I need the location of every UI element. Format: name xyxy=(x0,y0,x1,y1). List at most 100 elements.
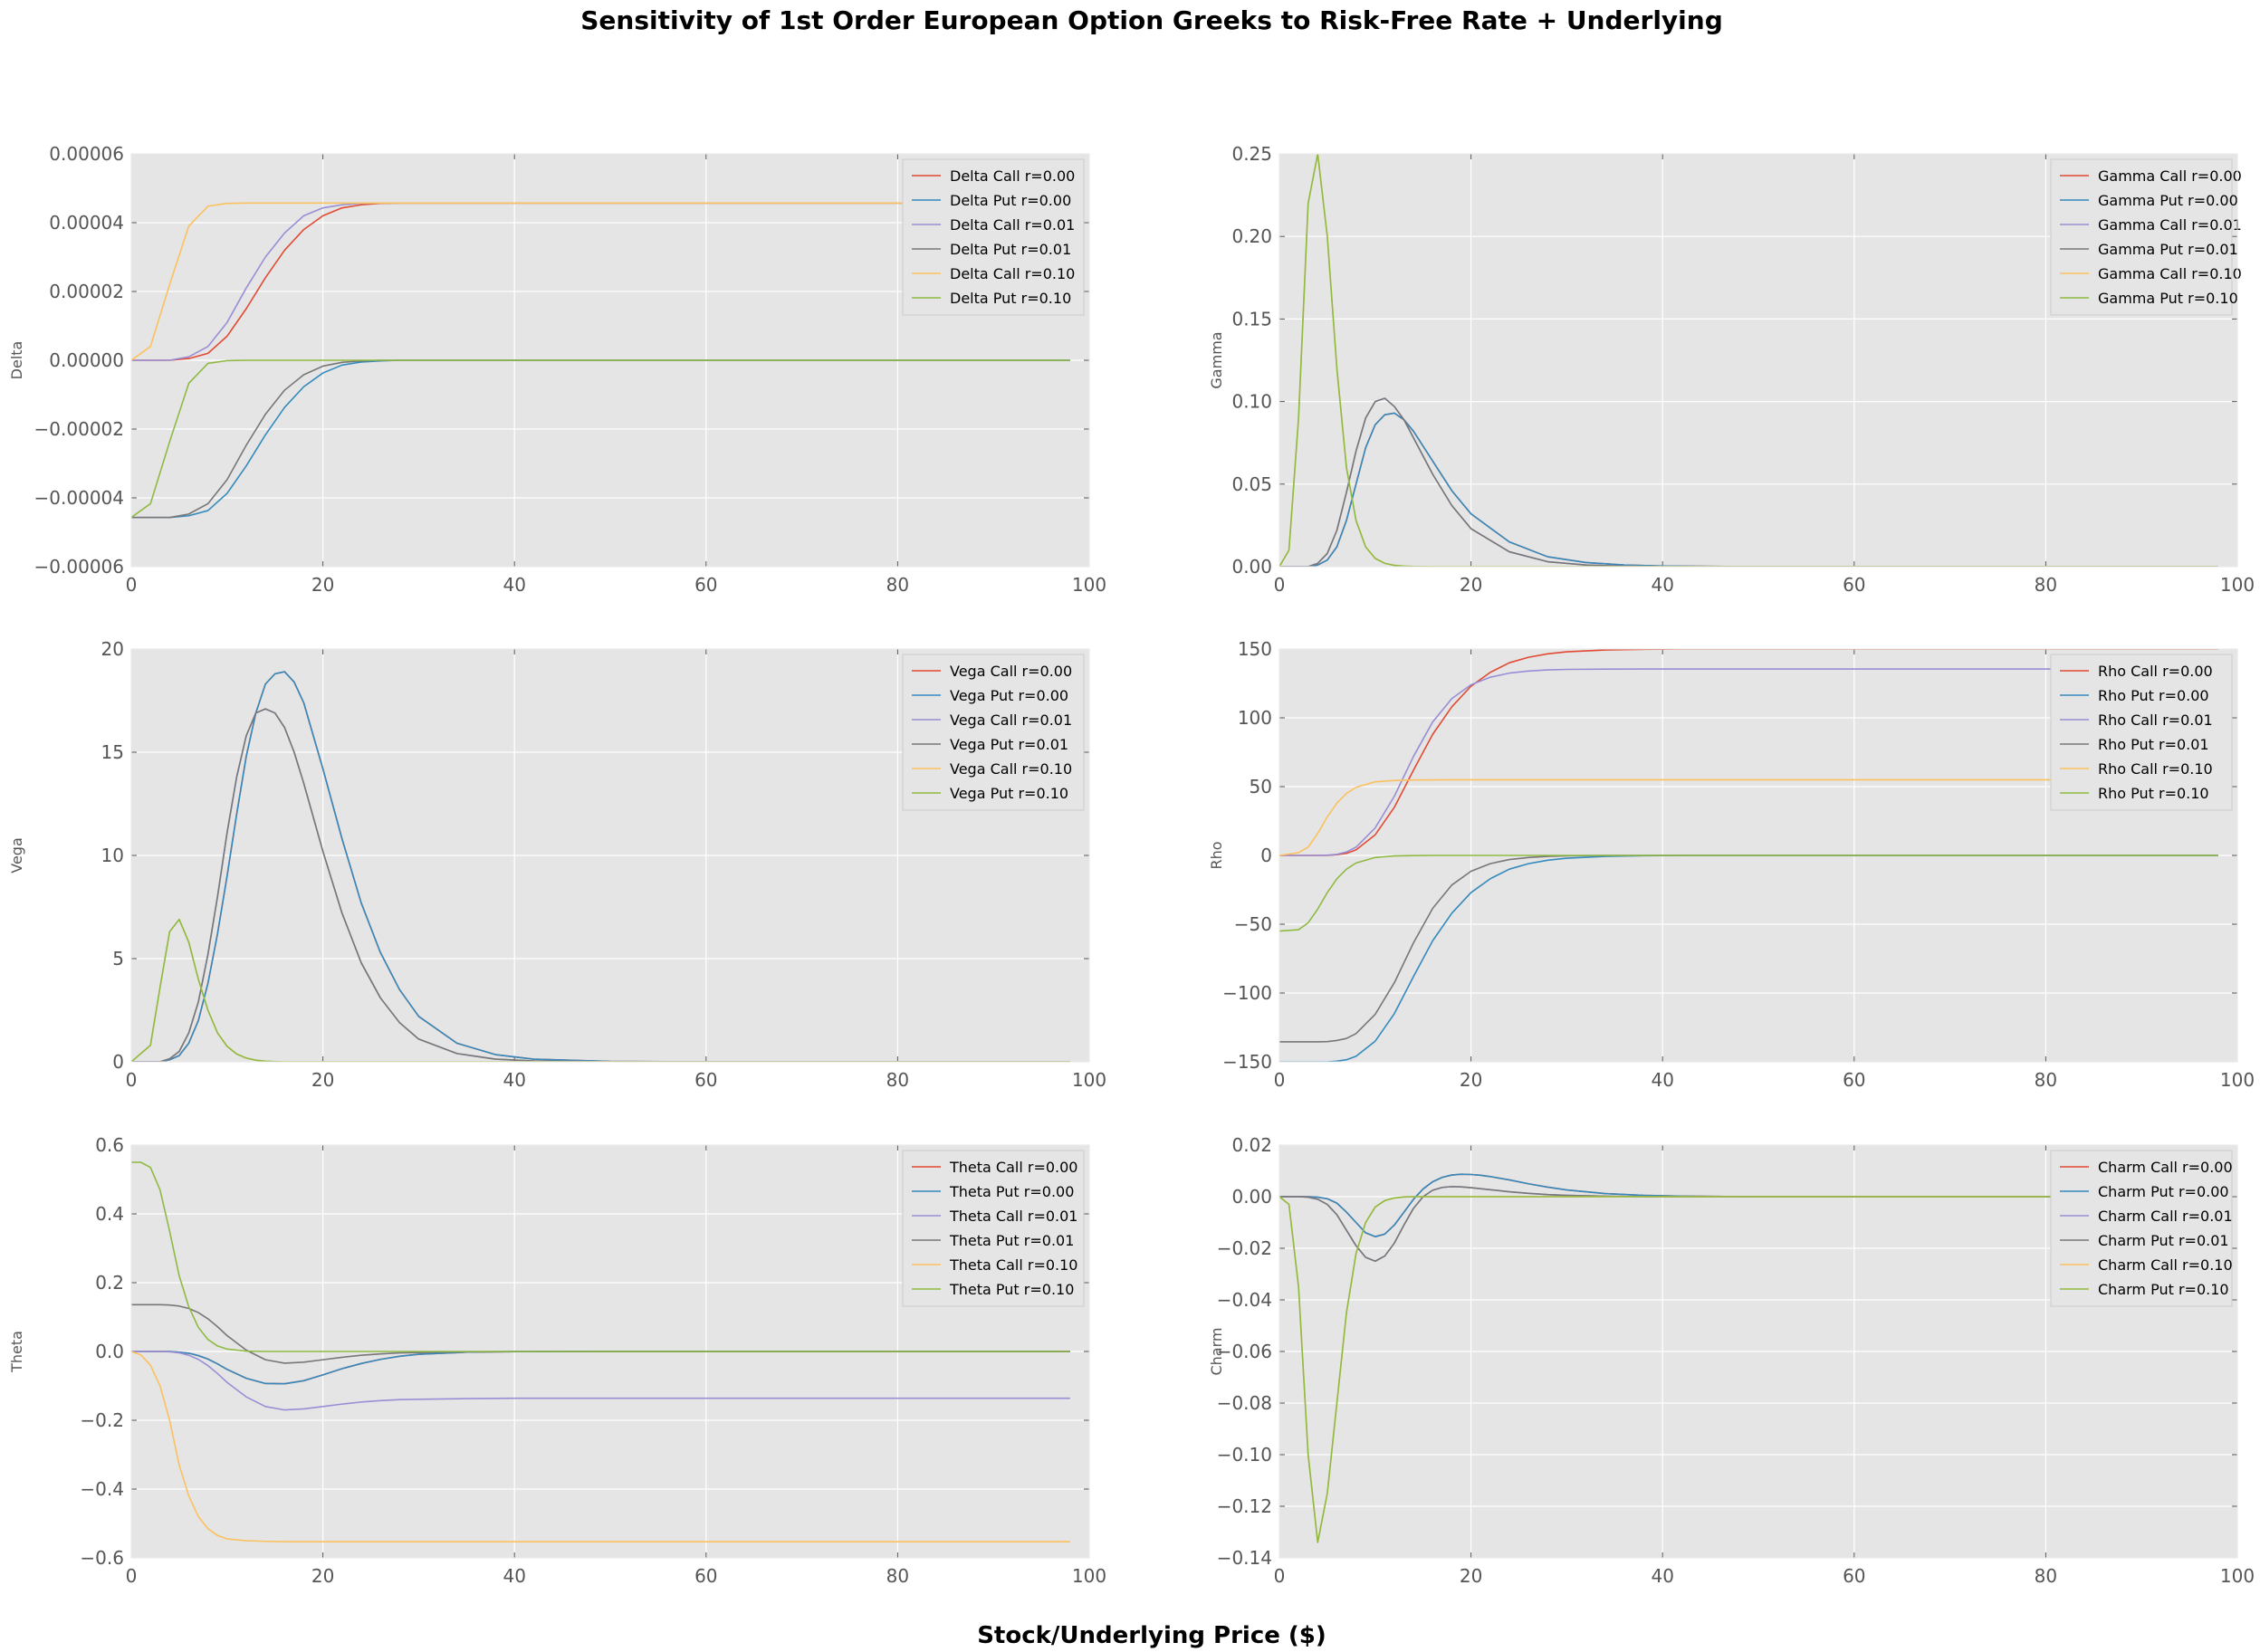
x-tick-label: 100 xyxy=(2220,1565,2255,1587)
legend-label: Charm Put r=0.10 xyxy=(2098,1281,2229,1298)
figure-title: Sensitivity of 1st Order European Option… xyxy=(580,5,1723,35)
legend: Charm Call r=0.00 Charm Put r=0.00 Charm C… xyxy=(2050,1150,2233,1307)
panel-delta: 0 20 40 60 80 100 −0.00006 −0.00004 −0.00002 0.00… xyxy=(8,143,1106,596)
x-tick-label: 20 xyxy=(311,1069,334,1091)
legend-label: Theta Call r=0.01 xyxy=(949,1208,1077,1225)
x-tick-label: 100 xyxy=(1072,1069,1106,1091)
x-tick-label: 0 xyxy=(126,1565,138,1587)
y-tick-label: 0.0 xyxy=(95,1341,124,1362)
legend-label: Charm Call r=0.01 xyxy=(2098,1208,2233,1225)
x-tick-label: 60 xyxy=(694,574,717,596)
y-axis-label: Theta xyxy=(8,1331,25,1373)
x-tick-label: 20 xyxy=(311,574,334,596)
x-tick-label: 60 xyxy=(694,1565,717,1587)
plot-frame xyxy=(1278,1144,2238,1559)
y-tick-label: 0.00 xyxy=(1231,1186,1272,1208)
x-tick-label: 80 xyxy=(886,1565,909,1587)
plot-frame xyxy=(130,153,1090,568)
legend-label: Theta Call r=0.00 xyxy=(949,1159,1077,1176)
plot-frame xyxy=(130,1144,1090,1559)
y-tick-label: 0.2 xyxy=(95,1272,124,1294)
x-tick-label: 40 xyxy=(503,574,525,596)
y-tick-label: 0.00000 xyxy=(49,349,124,371)
x-tick-label: 0 xyxy=(1274,574,1286,596)
legend-label: Vega Call r=0.10 xyxy=(950,760,1072,778)
y-tick-label: 150 xyxy=(1238,638,1272,660)
legend: Gamma Call r=0.00 Gamma Put r=0.00 Gamma C… xyxy=(2050,158,2242,316)
legend-label: Gamma Put r=0.00 xyxy=(2098,192,2238,209)
y-tick-label: 50 xyxy=(1250,776,1272,797)
legend-box xyxy=(2050,1150,2233,1307)
x-tick-label: 0 xyxy=(126,574,138,596)
series-line-rho-call-r-0-10 xyxy=(1279,778,2218,856)
legend-label: Rho Call r=0.01 xyxy=(2098,711,2213,729)
y-tick-label: 0.05 xyxy=(1231,473,1272,495)
legend-label: Charm Call r=0.10 xyxy=(2098,1256,2233,1274)
panel-theta: 0 20 40 60 80 100 −0.6 −0.4 −0.2 0.0 0.2 0.4 0.6 Thet… xyxy=(8,1134,1106,1587)
x-tick-label: 40 xyxy=(1651,1069,1673,1091)
series-line-theta-put-r-0-10 xyxy=(131,1161,1070,1352)
legend-label: Charm Put r=0.01 xyxy=(2098,1232,2229,1249)
series-line-charm-put-r-0-10 xyxy=(1279,1196,2218,1543)
legend-label: Delta Call r=0.00 xyxy=(950,167,1075,185)
y-tick-label: −0.6 xyxy=(80,1547,124,1569)
y-tick-label: 0.00002 xyxy=(49,281,124,302)
legend-box xyxy=(2050,654,2233,811)
x-tick-label: 40 xyxy=(1651,1565,1673,1587)
legend-label: Theta Put r=0.00 xyxy=(949,1183,1074,1200)
x-tick-label: 80 xyxy=(2035,1565,2057,1587)
y-tick-label: −0.00004 xyxy=(34,487,124,509)
y-tick-label: 0.15 xyxy=(1231,308,1272,329)
legend-label: Vega Put r=0.01 xyxy=(950,736,1068,753)
series-line-delta-put-r-0-10 xyxy=(131,359,1070,519)
y-axis-label: Gamma xyxy=(1208,331,1225,388)
x-tick-label: 60 xyxy=(1843,574,1865,596)
series-lines xyxy=(131,202,1070,519)
legend-label: Charm Call r=0.00 xyxy=(2098,1159,2233,1176)
y-tick-label: 0.02 xyxy=(1231,1134,1272,1156)
legend-label: Gamma Call r=0.01 xyxy=(2098,216,2242,234)
plot-frame xyxy=(1278,648,2238,1063)
legend-label: Vega Call r=0.00 xyxy=(950,663,1072,680)
legend-label: Delta Put r=0.01 xyxy=(950,241,1071,258)
y-axis-label: Rho xyxy=(1208,841,1225,869)
legend: Delta Call r=0.00 Delta Put r=0.00 Delta C… xyxy=(902,158,1085,316)
y-tick-label: 0.20 xyxy=(1231,225,1272,247)
y-tick-label: −0.02 xyxy=(1217,1237,1272,1259)
y-tick-label: −50 xyxy=(1234,913,1272,935)
y-tick-label: −0.04 xyxy=(1217,1289,1272,1311)
x-tick-label: 0 xyxy=(126,1069,138,1091)
y-tick-label: 100 xyxy=(1238,707,1272,729)
x-tick-label: 80 xyxy=(886,574,909,596)
legend-label: Rho Put r=0.00 xyxy=(2098,687,2209,704)
panel-charm: 0 20 40 60 80 100 −0.14 −0.12 −0.10 −0.08 −0.06 −0.… xyxy=(1208,1134,2255,1587)
legend-box xyxy=(2050,158,2233,316)
y-tick-label: −0.12 xyxy=(1217,1495,1272,1517)
legend-box xyxy=(902,1150,1085,1307)
figure-xlabel: Stock/Underlying Price ($) xyxy=(977,1622,1326,1649)
x-tick-label: 60 xyxy=(1843,1565,1865,1587)
panel-rho: 0 20 40 60 80 100 −150 −100 −50 0 50 100 150 Rho Rho C… xyxy=(1208,638,2255,1091)
y-tick-label: 10 xyxy=(101,845,124,866)
y-tick-label: 0.4 xyxy=(95,1203,124,1225)
y-tick-label: 15 xyxy=(101,741,124,763)
x-tick-label: 100 xyxy=(1072,1565,1106,1587)
legend-label: Theta Put r=0.10 xyxy=(949,1281,1074,1298)
legend-label: Theta Call r=0.10 xyxy=(949,1256,1077,1274)
x-tick-label: 100 xyxy=(2220,574,2255,596)
legend-box xyxy=(902,654,1085,811)
y-tick-label: 0.00006 xyxy=(49,143,124,165)
series-line-vega-put-r-0-01 xyxy=(131,708,1070,1062)
legend-label: Vega Put r=0.10 xyxy=(950,785,1068,802)
legend-label: Delta Call r=0.10 xyxy=(950,265,1075,282)
legend: Rho Call r=0.00 Rho Put r=0.00 Rho Call r=… xyxy=(2050,654,2233,811)
legend-label: Vega Put r=0.00 xyxy=(950,687,1068,704)
x-tick-label: 80 xyxy=(2035,1069,2057,1091)
series-line-rho-call-r-0-01 xyxy=(1279,668,2218,856)
legend-box xyxy=(902,158,1085,316)
series-lines xyxy=(131,671,1070,1062)
y-tick-label: −0.4 xyxy=(80,1478,124,1500)
x-tick-label: 40 xyxy=(1651,574,1673,596)
y-tick-label: −0.2 xyxy=(80,1409,124,1431)
series-line-theta-call-r-0-10 xyxy=(131,1351,1070,1542)
